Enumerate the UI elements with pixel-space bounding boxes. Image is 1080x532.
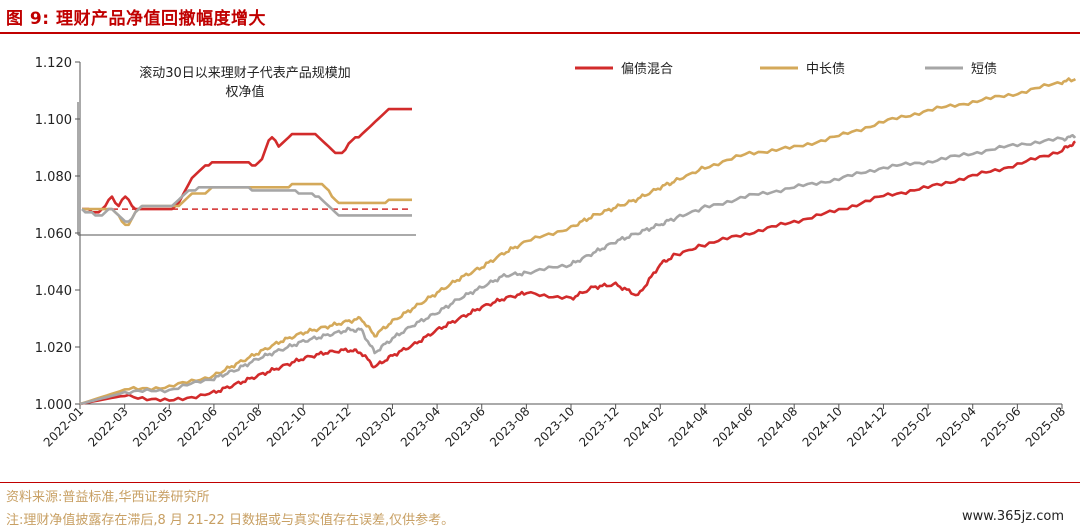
main-chart: 1.000 1.020 1.040 1.060 1.080 1.100 1.120 2022-… (35, 56, 1077, 450)
series-line-1 (79, 140, 1076, 406)
x-tick-label: 2022-03 (85, 404, 130, 449)
x-tick-label: 2023-10 (532, 404, 577, 449)
footer-rule (0, 482, 1080, 483)
legend-label-2: 中长债 (806, 62, 845, 77)
inset-series-line-3 (81, 186, 412, 223)
x-tick-label: 2024-04 (666, 404, 711, 449)
disclaimer-note: 注:理财净值披露存在滞后,8 月 21-22 日数据或与真实值存在误差,仅供参考… (6, 513, 455, 528)
x-tick-label: 2022-12 (309, 404, 354, 449)
x-tick-label: 2024-08 (755, 404, 800, 449)
x-tick-label: 2023-04 (398, 404, 443, 449)
inset-title-line2: 权净值 (225, 84, 264, 100)
x-tick-label: 2023-08 (487, 404, 532, 449)
figure-title: 图 9: 理财产品净值回撤幅度增大 (6, 4, 266, 29)
figure-title-text: 理财产品净值回撤幅度增大 (55, 9, 266, 29)
legend-label-1: 偏债混合 (621, 62, 673, 77)
x-tick-label: 2023-12 (576, 404, 621, 449)
figure-label: 图 9: (6, 9, 50, 29)
x-tick-label: 2023-06 (442, 404, 487, 449)
x-tick-label: 2024-06 (710, 404, 755, 449)
x-tick-label: 2025-02 (889, 404, 934, 449)
source-note: 资料来源:普益标准,华西证券研究所 (6, 490, 210, 505)
y-tick-label: 1.120 (35, 56, 72, 71)
x-tick-label: 2024-10 (800, 404, 845, 449)
x-tick-label: 2025-04 (933, 404, 978, 449)
x-tick-label: 2022-08 (219, 404, 264, 449)
x-tick-label: 2023-02 (353, 404, 398, 449)
y-tick-label: 1.100 (35, 113, 72, 128)
x-tick-label: 2022-05 (130, 404, 175, 449)
x-tick-label: 2025-08 (1023, 404, 1068, 449)
series-line-2 (79, 77, 1077, 406)
y-tick-label: 1.020 (35, 341, 72, 356)
y-tick-label: 1.000 (35, 398, 72, 413)
inset-title-line1: 滚动30日以来理财子代表产品规模加 (139, 65, 351, 81)
x-tick-label: 2022-06 (175, 404, 220, 449)
title-rule (0, 32, 1080, 34)
legend-label-3: 短债 (971, 62, 997, 77)
series-line-3 (79, 134, 1077, 406)
x-tick-label: 2024-12 (844, 404, 889, 449)
x-tick-label: 2024-02 (621, 404, 666, 449)
x-tick-label: 2025-06 (978, 404, 1023, 449)
inset-series-line-1 (82, 107, 412, 214)
y-tick-label: 1.040 (35, 284, 72, 299)
y-tick-label: 1.060 (35, 227, 72, 242)
watermark: www.365jz.com (958, 508, 1068, 525)
x-tick-label: 2022-10 (264, 404, 309, 449)
y-tick-label: 1.080 (35, 170, 72, 185)
